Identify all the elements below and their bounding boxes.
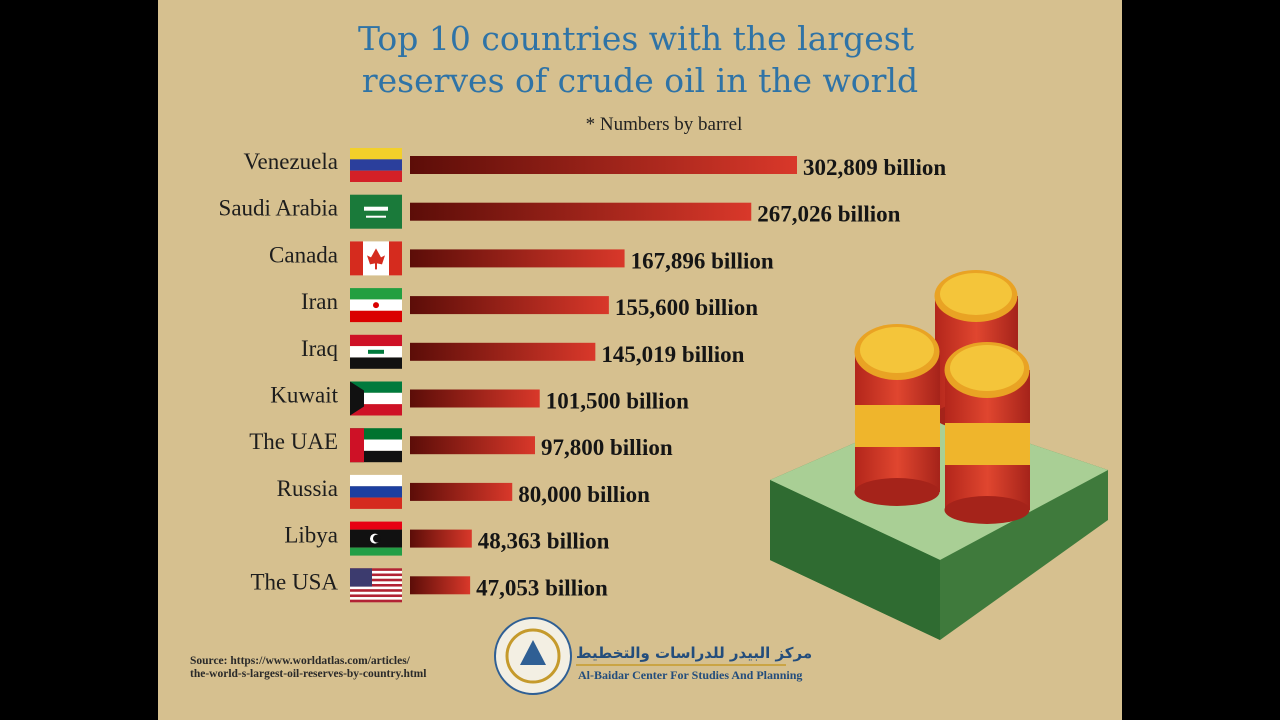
flag-part xyxy=(350,599,402,603)
bar xyxy=(410,156,797,174)
flag-part xyxy=(373,534,381,543)
flag-part xyxy=(350,381,364,416)
bar xyxy=(410,202,752,221)
flag-part xyxy=(350,570,402,574)
flag-part xyxy=(350,581,402,584)
flag xyxy=(350,194,402,229)
bar xyxy=(410,576,471,595)
flag-part xyxy=(350,597,402,600)
flag xyxy=(350,428,402,463)
flag-part xyxy=(350,547,402,556)
flag-part xyxy=(350,589,402,592)
flag-part xyxy=(350,568,402,571)
flag-part xyxy=(350,404,402,416)
flag-part xyxy=(350,392,402,405)
category-label: Venezuela xyxy=(244,149,339,174)
bar xyxy=(410,342,596,361)
flag-part xyxy=(373,302,379,309)
illustration xyxy=(770,270,1108,640)
bar xyxy=(410,482,513,501)
category-label: The USA xyxy=(250,569,338,594)
flag-part xyxy=(350,439,402,451)
flag-part xyxy=(350,148,402,160)
flag-part xyxy=(350,576,402,579)
flag-part xyxy=(350,288,402,300)
value-label: 101,500 billion xyxy=(546,389,689,414)
value-label: 80,000 billion xyxy=(518,482,650,507)
chart-title: Top 10 countries with the largest xyxy=(358,19,914,58)
flag-part xyxy=(350,381,402,393)
flag-part xyxy=(350,428,364,463)
flag-part xyxy=(350,334,402,347)
category-label: The UAE xyxy=(249,429,338,454)
flag-part xyxy=(350,521,402,530)
flag-part xyxy=(350,310,402,323)
flag-part xyxy=(364,206,388,211)
value-label: 97,800 billion xyxy=(541,435,673,460)
flag-part xyxy=(350,568,372,587)
flag-part xyxy=(389,241,402,276)
category-label: Libya xyxy=(284,523,338,548)
flag-part xyxy=(350,586,402,590)
flag-part xyxy=(350,170,402,182)
value-label: 155,600 billion xyxy=(615,295,758,320)
logo-arabic: مركز البيدر للدراسات والتخطيط xyxy=(576,644,812,662)
logo-english: Al-Baidar Center For Studies And Plannin… xyxy=(578,668,802,682)
chart-title: reserves of crude oil in the world xyxy=(362,61,918,100)
flag xyxy=(350,241,402,276)
flag-part xyxy=(350,573,402,577)
flag-part xyxy=(366,215,386,218)
category-label: Russia xyxy=(277,476,338,501)
flag xyxy=(350,521,402,556)
bar xyxy=(410,296,609,315)
value-label: 267,026 billion xyxy=(757,202,900,227)
flag-part xyxy=(350,594,402,598)
category-label: Canada xyxy=(269,242,338,267)
value-label: 47,053 billion xyxy=(476,575,608,600)
value-label: 48,363 billion xyxy=(478,529,610,554)
bar xyxy=(410,529,472,548)
flag-part xyxy=(350,428,402,440)
flag-part xyxy=(350,486,402,498)
flag-part xyxy=(368,349,384,354)
flag-part xyxy=(350,497,402,509)
bar xyxy=(410,389,540,408)
flag-part xyxy=(350,578,402,582)
flag-part xyxy=(350,450,402,463)
flag-part xyxy=(350,241,363,276)
flag-part xyxy=(350,159,402,171)
logo xyxy=(494,617,572,695)
category-label: Iran xyxy=(301,289,339,314)
flag-part xyxy=(350,583,402,587)
flag xyxy=(350,568,402,603)
flag xyxy=(350,474,402,509)
bar xyxy=(410,249,625,268)
category-label: Saudi Arabia xyxy=(219,196,338,221)
value-label: 302,809 billion xyxy=(803,155,946,180)
category-label: Kuwait xyxy=(270,383,338,408)
flag-part xyxy=(350,474,402,487)
value-label: 167,896 billion xyxy=(631,248,774,273)
flag xyxy=(350,334,402,369)
flag xyxy=(350,288,402,323)
flag-part xyxy=(350,194,402,229)
flag-part xyxy=(350,357,402,369)
bar xyxy=(410,436,535,455)
flag xyxy=(350,381,402,416)
value-label: 145,019 billion xyxy=(601,342,744,367)
flag-part xyxy=(367,248,385,270)
flag-part xyxy=(350,591,402,595)
subtitle: * Numbers by barrel xyxy=(586,114,743,135)
category-label: Iraq xyxy=(301,336,339,361)
flag xyxy=(350,148,402,182)
source: the-world-s-largest-oil-reserves-by-coun… xyxy=(190,668,426,680)
source: Source: https://www.worldatlas.com/artic… xyxy=(190,655,411,667)
